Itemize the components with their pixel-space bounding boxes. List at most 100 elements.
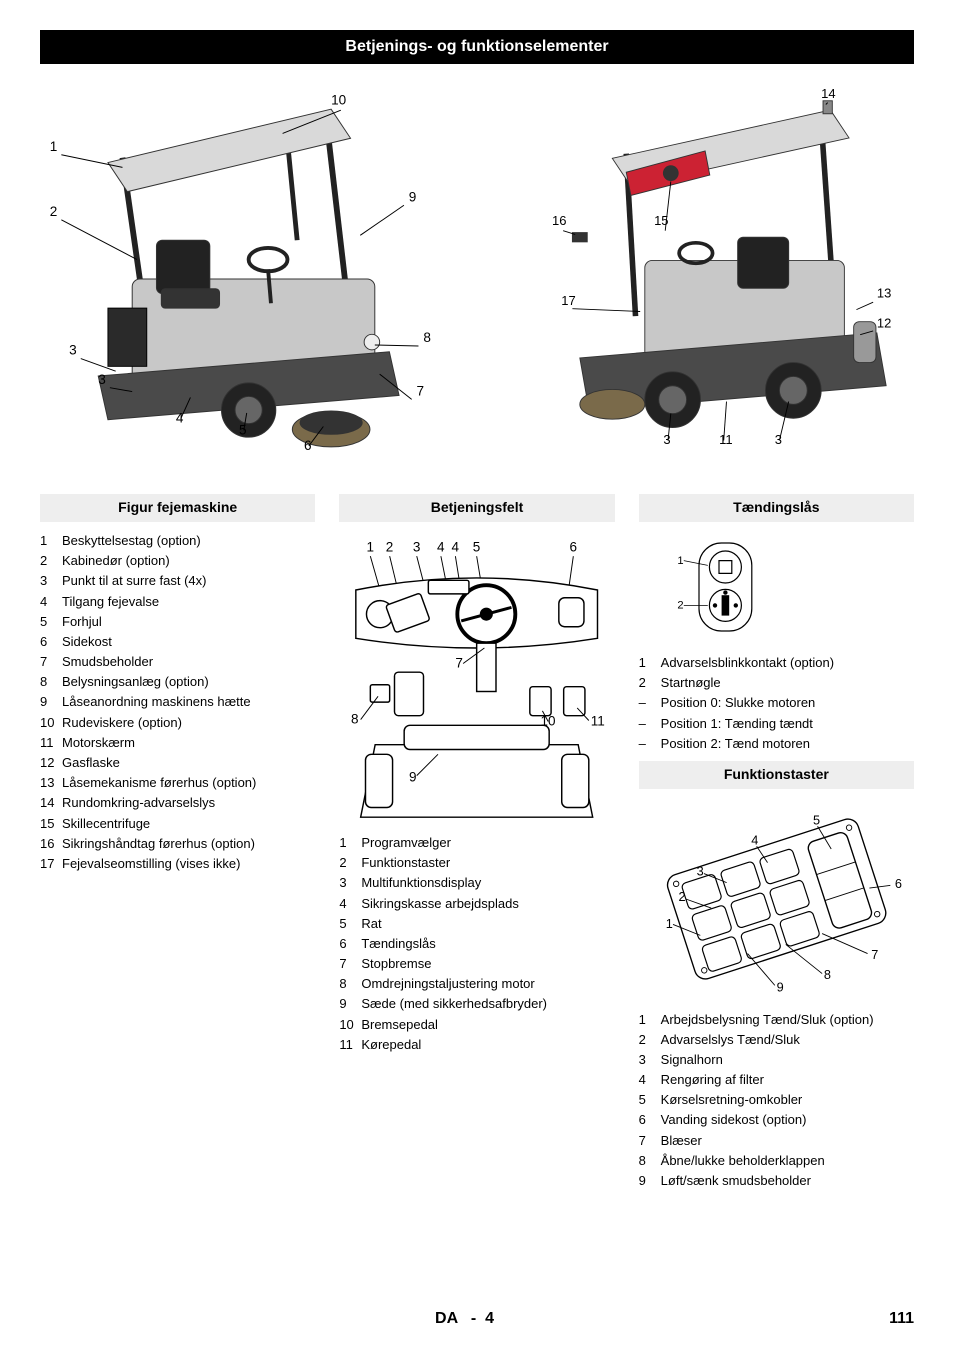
figures-row: 101928373456: [40, 84, 914, 474]
list-item: 3Signalhorn: [639, 1051, 914, 1069]
list-item-text: Sikringshåndtag førerhus (option): [62, 835, 315, 853]
list-item: 1Beskyttelsestag (option): [40, 532, 315, 550]
col3-title1: Tændingslås: [639, 494, 914, 522]
callout: 3: [696, 863, 703, 878]
callout: 2: [386, 539, 394, 554]
list-item: 2Kabinedør (option): [40, 552, 315, 570]
list-item-text: Kørselsretning-omkobler: [661, 1091, 914, 1109]
list-item-text: Omdrejningstaljustering motor: [361, 975, 614, 993]
list-item-number: 1: [639, 654, 661, 672]
list-item-number: 3: [339, 874, 361, 892]
callout: 4: [176, 411, 184, 426]
callout: 1: [665, 916, 672, 931]
callout: 9: [409, 190, 417, 205]
list-item-number: 9: [40, 693, 62, 711]
callout: 11: [719, 433, 732, 448]
figure-right: 1416151713123113: [487, 84, 914, 474]
list-item: 5Kørselsretning-omkobler: [639, 1091, 914, 1109]
col-figur-fejemaskine: Figur fejemaskine 1Beskyttelsestag (opti…: [40, 494, 315, 1192]
col-taendingslaas: Tændingslås 1 2: [639, 494, 914, 1192]
list-item-text: Låseanordning maskinens hætte: [62, 693, 315, 711]
list-item-text: Position 1: Tænding tændt: [661, 715, 914, 733]
list-item-text: Stopbremse: [361, 955, 614, 973]
list-item-number: 4: [339, 895, 361, 913]
list-item-number: 7: [639, 1132, 661, 1150]
list-item: 2Advarselslys Tænd/Sluk: [639, 1031, 914, 1049]
list-item-number: 7: [339, 955, 361, 973]
list-item-text: Rundomkring-advarselslys: [62, 794, 315, 812]
list-item: 6Tændingslås: [339, 935, 614, 953]
list-item-text: Arbejdsbelysning Tænd/Sluk (option): [661, 1011, 914, 1029]
list-item-number: 9: [639, 1172, 661, 1190]
list-item: 1Arbejdsbelysning Tænd/Sluk (option): [639, 1011, 914, 1029]
list-item-text: Beskyttelsestag (option): [62, 532, 315, 550]
list-item-text: Åbne/lukke beholderklappen: [661, 1152, 914, 1170]
list-item-number: 8: [339, 975, 361, 993]
list-item-number: 13: [40, 774, 62, 792]
list-item-text: Bremsepedal: [361, 1016, 614, 1034]
callout: 8: [351, 711, 359, 726]
callout: 1: [677, 555, 683, 567]
callout: 8: [423, 330, 431, 345]
callout: 6: [304, 438, 312, 453]
callout: 4: [452, 539, 460, 554]
list-item: 10Bremsepedal: [339, 1016, 614, 1034]
list-item-text: Kabinedør (option): [62, 552, 315, 570]
callout: 16: [552, 214, 566, 229]
list-item: 7Stopbremse: [339, 955, 614, 973]
list-item-number: 9: [339, 995, 361, 1013]
list-item-number: 11: [40, 734, 62, 752]
list-item: 9Låseanordning maskinens hætte: [40, 693, 315, 711]
callout: 6: [895, 876, 902, 891]
function-keys-diagram: 123456789: [639, 799, 914, 999]
list-item-text: Fejevalseomstilling (vises ikke): [62, 855, 315, 873]
list-item-text: Position 2: Tænd motoren: [661, 735, 914, 753]
list-item-text: Løft/sænk smudsbeholder: [661, 1172, 914, 1190]
list-item-number: 5: [40, 613, 62, 631]
list-item-number: 16: [40, 835, 62, 853]
list-item: 7Smudsbeholder: [40, 653, 315, 671]
list-item-text: Rat: [361, 915, 614, 933]
list-item-number: –: [639, 735, 661, 753]
callout: 10: [331, 93, 347, 108]
list-item-text: Rudeviskere (option): [62, 714, 315, 732]
list-item-number: 3: [639, 1051, 661, 1069]
callout: 14: [821, 86, 835, 101]
callout: 9: [409, 769, 417, 784]
list-item-number: 6: [339, 935, 361, 953]
list-item: 8Åbne/lukke beholderklappen: [639, 1152, 914, 1170]
list-item: –Position 0: Slukke motoren: [639, 694, 914, 712]
list-item-number: 5: [339, 915, 361, 933]
col3-title2: Funktionstaster: [639, 761, 914, 789]
list-item-number: 14: [40, 794, 62, 812]
list-item: –Position 1: Tænding tændt: [639, 715, 914, 733]
footer-sub: 4: [485, 1310, 494, 1327]
list-item-text: Rengøring af filter: [661, 1071, 914, 1089]
list-item-text: Smudsbeholder: [62, 653, 315, 671]
callout: 13: [877, 286, 891, 301]
list-item: 6Sidekost: [40, 633, 315, 651]
callout: 11: [591, 713, 605, 728]
list-item-number: –: [639, 694, 661, 712]
list-item-number: 4: [639, 1071, 661, 1089]
list-item: 4Rengøring af filter: [639, 1071, 914, 1089]
list-item-number: 15: [40, 815, 62, 833]
list-item-number: 10: [40, 714, 62, 732]
list-item: 5Rat: [339, 915, 614, 933]
list-item-text: Skillecentrifuge: [62, 815, 315, 833]
list-item-text: Gasflaske: [62, 754, 315, 772]
list-item-number: 2: [339, 854, 361, 872]
list-item-text: Punkt til at surre fast (4x): [62, 572, 315, 590]
control-panel-diagram: 1234456: [339, 532, 614, 822]
list-item: 1Advarselsblinkkontakt (option): [639, 654, 914, 672]
list-item-number: 1: [339, 834, 361, 852]
list-item: 11Kørepedal: [339, 1036, 614, 1054]
list-item: 16Sikringshåndtag førerhus (option): [40, 835, 315, 853]
callout: 5: [813, 812, 820, 827]
callout: 4: [437, 539, 445, 554]
list-item: 2Startnøgle: [639, 674, 914, 692]
list-item-text: Belysningsanlæg (option): [62, 673, 315, 691]
footer-sep: -: [471, 1310, 476, 1327]
list-item-number: 2: [40, 552, 62, 570]
list-item-text: Forhjul: [62, 613, 315, 631]
